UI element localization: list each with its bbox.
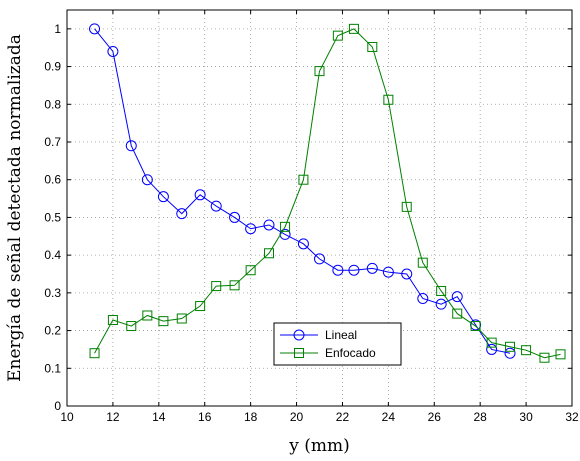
y-tick-label: 1 — [54, 22, 61, 36]
series-line-lineal — [94, 28, 511, 354]
series-enfocado — [89, 23, 566, 363]
data-point — [89, 348, 100, 359]
data-point — [280, 221, 291, 232]
data-point — [158, 316, 169, 327]
data-point — [264, 248, 274, 259]
series-lineal — [89, 23, 516, 359]
plot-frame — [66, 9, 573, 407]
x-tick-label: 16 — [198, 410, 212, 424]
data-point — [107, 315, 118, 326]
data-point — [126, 321, 137, 332]
series-layer — [89, 23, 566, 363]
data-point — [555, 349, 566, 360]
x-axis-label: y (mm) — [288, 436, 350, 456]
data-point — [142, 310, 153, 321]
data-point — [107, 45, 119, 57]
x-tick-label: 24 — [382, 410, 396, 424]
data-point — [486, 337, 497, 348]
data-point — [314, 253, 325, 265]
x-tick-label: 32 — [565, 410, 579, 424]
data-point — [505, 341, 516, 352]
data-point — [348, 23, 359, 34]
x-tick-label: 20 — [290, 410, 304, 424]
legend-label: Enfocado — [325, 346, 376, 360]
data-point — [383, 94, 394, 105]
data-point — [401, 268, 413, 280]
legend-label: Lineal — [325, 328, 357, 342]
x-tick-label: 14 — [152, 410, 166, 424]
data-point — [229, 211, 241, 223]
data-point — [89, 23, 101, 35]
y-tick-label: 0.8 — [44, 97, 61, 111]
data-point — [297, 238, 309, 250]
x-tick-label: 22 — [336, 410, 350, 424]
x-tick-label: 30 — [519, 410, 533, 424]
data-point — [211, 281, 222, 292]
x-tick-label: 28 — [474, 410, 488, 424]
data-point — [521, 345, 532, 356]
x-tick-label: 10 — [60, 410, 74, 424]
x-tick-label: 12 — [106, 410, 120, 424]
data-point — [141, 174, 153, 186]
data-point — [401, 201, 412, 212]
data-point — [245, 223, 257, 235]
y-tick-label: 0.3 — [44, 286, 61, 300]
data-point — [452, 308, 463, 319]
data-point — [125, 140, 137, 152]
data-point — [367, 41, 378, 52]
y-tick-label: 0 — [54, 399, 61, 413]
data-point — [366, 262, 378, 274]
y-tick-label: 0.4 — [44, 248, 61, 262]
y-tick-label: 0.1 — [44, 361, 61, 375]
y-tick-label: 0.5 — [44, 210, 61, 224]
data-point — [332, 30, 343, 41]
data-point — [194, 189, 206, 201]
data-point — [332, 264, 344, 276]
legend-marker — [293, 329, 305, 341]
data-point — [195, 301, 206, 312]
data-point — [210, 200, 222, 212]
y-tick-label: 0.7 — [44, 135, 61, 149]
legend-item: Enfocado — [280, 346, 376, 360]
data-point — [417, 257, 428, 268]
data-point — [417, 293, 429, 305]
series-line-enfocado — [94, 28, 561, 359]
data-point — [504, 347, 516, 359]
legend: Lineal Enfocado — [273, 322, 402, 366]
data-point — [470, 321, 481, 332]
data-point — [314, 66, 325, 77]
data-point — [157, 191, 169, 203]
data-point — [382, 266, 394, 278]
data-point — [176, 313, 187, 324]
data-point — [539, 352, 550, 363]
data-point — [176, 208, 188, 220]
data-point — [486, 343, 498, 355]
data-point — [263, 219, 275, 231]
legend-marker — [294, 348, 304, 358]
x-tick-label: 26 — [428, 410, 442, 424]
data-point — [229, 280, 240, 291]
x-tick-label: 18 — [244, 410, 258, 424]
y-tick-label: 0.9 — [44, 60, 61, 74]
data-point — [436, 285, 447, 296]
y-tick-label: 0.6 — [44, 173, 61, 187]
data-point — [451, 291, 463, 303]
data-point — [348, 264, 360, 276]
y-tick-label: 0.2 — [44, 324, 61, 338]
data-point — [435, 298, 447, 310]
y-axis-label: Energía de señal detectada normalizada — [5, 34, 25, 382]
tick-layer: 10 12 14 16 18 20 22 24 26 28 30 32 0 0.1 0.2 0.3 0.4 0.5… — [44, 10, 579, 424]
data-point — [245, 265, 256, 276]
data-point — [298, 174, 309, 185]
legend-item: Lineal — [280, 328, 357, 342]
